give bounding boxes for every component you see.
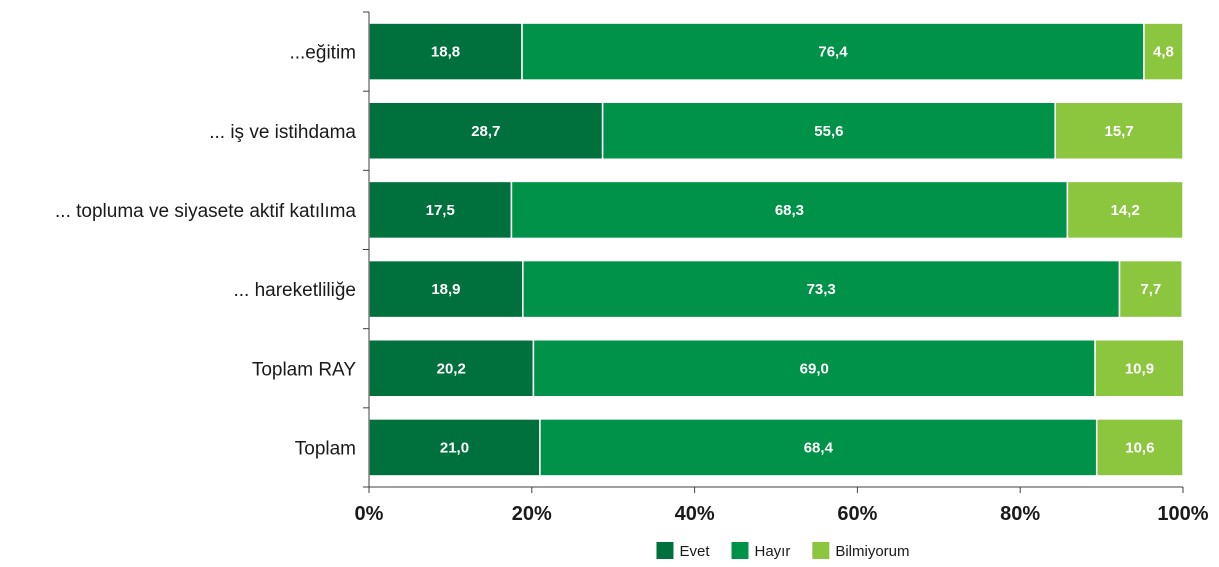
legend-label-bilmiyorum: Bilmiyorum	[835, 543, 909, 560]
bar-bilmiyorum-5	[1094, 339, 1185, 398]
value-label-hayir-2: 55,6	[814, 123, 843, 140]
category-label-toplam: Toplam	[295, 438, 356, 459]
value-label-evet-6: 21,0	[440, 439, 469, 456]
category-label-hareketlilige: ... hareketliliğe	[233, 280, 356, 301]
bar-bilmiyorum-3	[1066, 180, 1184, 240]
category-label-toplam-ray: Toplam RAY	[252, 359, 357, 380]
bar-hayir-2	[601, 101, 1056, 160]
bar-hayir-6	[539, 418, 1098, 477]
value-label-bilmiyorum-6: 10,6	[1125, 439, 1154, 456]
bar-hayir-3	[510, 180, 1069, 240]
x-tick-label-40: 40%	[675, 503, 715, 525]
bar-evet-3	[368, 180, 513, 240]
legend-swatch-hayir	[731, 542, 749, 559]
bar-bilmiyorum-1	[1143, 22, 1184, 81]
value-label-hayir-1: 76,4	[818, 44, 848, 61]
axes-layer: 0% 20% 40% 60% 80% 100%	[355, 11, 1209, 525]
legend-label-evet: Evet	[679, 543, 710, 560]
x-tick-label-100: 100%	[1157, 503, 1208, 525]
value-label-hayir-6: 68,4	[804, 439, 834, 456]
bars-layer: 18,8 76,4 4,8 28,7 55,6 15,7 17,5 68,3 14,2 18,9 7…	[368, 22, 1185, 477]
bar-bilmiyorum-4	[1118, 259, 1183, 319]
value-label-evet-3: 17,5	[426, 202, 455, 219]
legend-label-hayir: Hayır	[754, 543, 790, 560]
bar-bilmiyorum-6	[1095, 418, 1184, 477]
value-label-hayir-5: 69,0	[800, 360, 829, 377]
value-label-evet-5: 20,2	[437, 360, 466, 377]
category-label-topluma-ve-siyasete-aktif-katilima: ... topluma ve siyasete aktif katılıma	[55, 201, 356, 222]
value-label-evet-4: 18,9	[431, 281, 460, 298]
value-label-hayir-3: 68,3	[775, 202, 804, 219]
x-tick-label-20: 20%	[512, 503, 552, 525]
x-tick-label-80: 80%	[1000, 503, 1040, 525]
bar-evet-5	[368, 339, 535, 398]
x-tick-label-0: 0%	[355, 503, 384, 525]
value-label-bilmiyorum-3: 14,2	[1111, 202, 1140, 219]
value-label-hayir-4: 73,3	[807, 281, 836, 298]
legend-swatch-bilmiyorum	[812, 542, 830, 559]
value-label-bilmiyorum-4: 7,7	[1140, 281, 1161, 298]
category-label-is-ve-istihdama: ... iş ve istihdama	[209, 122, 356, 143]
bar-evet-1	[368, 22, 523, 81]
value-label-bilmiyorum-1: 4,8	[1153, 44, 1174, 61]
value-label-evet-2: 28,7	[471, 123, 500, 140]
value-label-bilmiyorum-2: 15,7	[1104, 123, 1133, 140]
category-label-egitim: ...eğitim	[289, 43, 356, 64]
value-label-evet-1: 18,8	[431, 44, 460, 61]
bar-hayir-5	[532, 339, 1096, 398]
bar-evet-4	[368, 259, 524, 319]
category-labels: ...eğitim ... iş ve istihdama ... topluma …	[55, 43, 356, 460]
bar-bilmiyorum-2	[1054, 101, 1184, 160]
bar-hayir-1	[521, 22, 1145, 81]
x-tick-label-60: 60%	[837, 503, 877, 525]
legend-swatch-evet	[656, 542, 674, 559]
value-label-bilmiyorum-5: 10,9	[1125, 360, 1154, 377]
legend: Evet Hayır Bilmiyorum	[656, 542, 910, 560]
